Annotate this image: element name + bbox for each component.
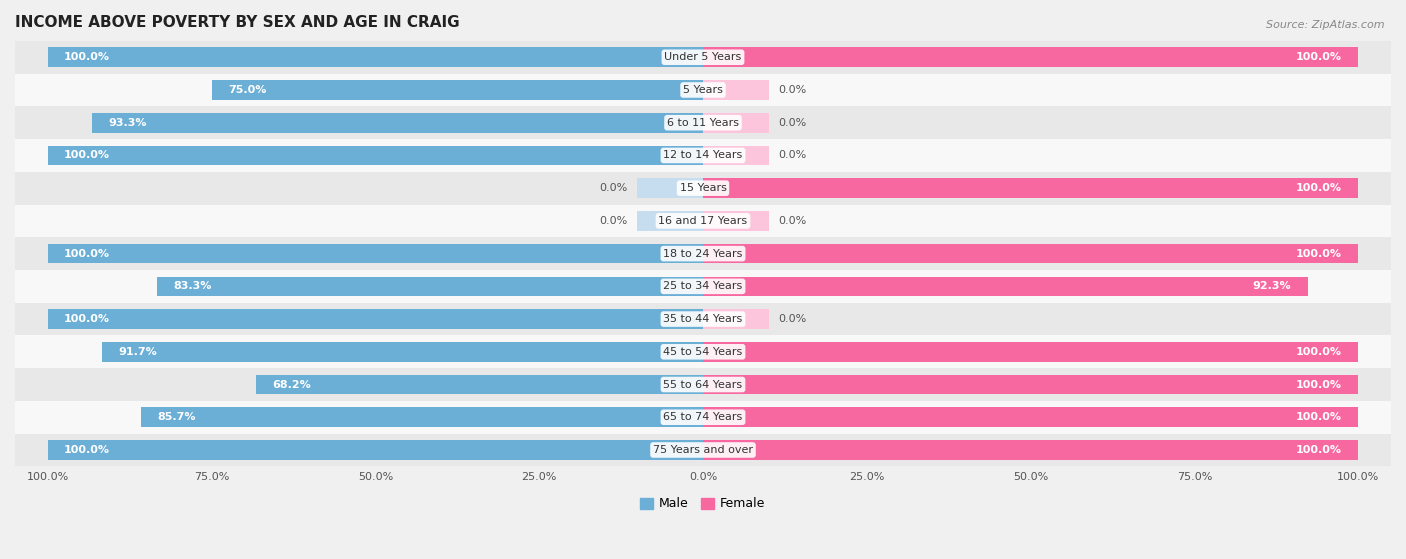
- Bar: [48, 309, 703, 329]
- Bar: [703, 408, 1358, 427]
- Bar: [15, 237, 1391, 270]
- Text: 18 to 24 Years: 18 to 24 Years: [664, 249, 742, 259]
- Text: 85.7%: 85.7%: [157, 412, 197, 422]
- Text: 0.0%: 0.0%: [599, 216, 627, 226]
- Text: 100.0%: 100.0%: [1296, 52, 1341, 62]
- Bar: [142, 408, 703, 427]
- Text: 75 Years and over: 75 Years and over: [652, 445, 754, 455]
- Bar: [15, 335, 1391, 368]
- Bar: [15, 139, 1391, 172]
- Text: 12 to 14 Years: 12 to 14 Years: [664, 150, 742, 160]
- Bar: [15, 106, 1391, 139]
- Text: 93.3%: 93.3%: [108, 118, 146, 127]
- Text: 0.0%: 0.0%: [779, 85, 807, 95]
- Text: 0.0%: 0.0%: [599, 183, 627, 193]
- Text: 68.2%: 68.2%: [273, 380, 311, 390]
- Bar: [15, 205, 1391, 237]
- Bar: [15, 434, 1391, 466]
- Text: 0.0%: 0.0%: [779, 314, 807, 324]
- Text: 0.0%: 0.0%: [779, 118, 807, 127]
- Text: 0.0%: 0.0%: [779, 216, 807, 226]
- Bar: [703, 342, 1358, 362]
- Text: 0.0%: 0.0%: [779, 150, 807, 160]
- Bar: [15, 41, 1391, 74]
- Bar: [157, 277, 703, 296]
- Text: 100.0%: 100.0%: [1296, 249, 1341, 259]
- Text: 100.0%: 100.0%: [1296, 445, 1341, 455]
- Text: 65 to 74 Years: 65 to 74 Years: [664, 412, 742, 422]
- Bar: [703, 113, 769, 132]
- Bar: [637, 178, 703, 198]
- Bar: [15, 172, 1391, 205]
- Text: Source: ZipAtlas.com: Source: ZipAtlas.com: [1267, 20, 1385, 30]
- Text: 100.0%: 100.0%: [65, 52, 110, 62]
- Bar: [91, 113, 703, 132]
- Bar: [703, 277, 1308, 296]
- Bar: [703, 211, 769, 231]
- Text: 83.3%: 83.3%: [173, 281, 212, 291]
- Bar: [703, 80, 769, 100]
- Text: 5 Years: 5 Years: [683, 85, 723, 95]
- Bar: [48, 145, 703, 165]
- Text: 100.0%: 100.0%: [65, 150, 110, 160]
- Bar: [48, 440, 703, 460]
- Text: 55 to 64 Years: 55 to 64 Years: [664, 380, 742, 390]
- Text: 16 and 17 Years: 16 and 17 Years: [658, 216, 748, 226]
- Bar: [15, 270, 1391, 303]
- Text: 100.0%: 100.0%: [1296, 347, 1341, 357]
- Text: 15 Years: 15 Years: [679, 183, 727, 193]
- Bar: [103, 342, 703, 362]
- Bar: [637, 211, 703, 231]
- Text: INCOME ABOVE POVERTY BY SEX AND AGE IN CRAIG: INCOME ABOVE POVERTY BY SEX AND AGE IN C…: [15, 15, 460, 30]
- Bar: [703, 145, 769, 165]
- Bar: [703, 178, 1358, 198]
- Text: 100.0%: 100.0%: [65, 249, 110, 259]
- Bar: [48, 48, 703, 67]
- Text: 100.0%: 100.0%: [65, 445, 110, 455]
- Bar: [15, 368, 1391, 401]
- Bar: [703, 309, 769, 329]
- Text: 100.0%: 100.0%: [1296, 412, 1341, 422]
- Bar: [15, 401, 1391, 434]
- Text: 6 to 11 Years: 6 to 11 Years: [666, 118, 740, 127]
- Bar: [703, 375, 1358, 394]
- Text: 35 to 44 Years: 35 to 44 Years: [664, 314, 742, 324]
- Text: 25 to 34 Years: 25 to 34 Years: [664, 281, 742, 291]
- Bar: [703, 48, 1358, 67]
- Text: 100.0%: 100.0%: [1296, 380, 1341, 390]
- Text: 45 to 54 Years: 45 to 54 Years: [664, 347, 742, 357]
- Bar: [703, 440, 1358, 460]
- Text: Under 5 Years: Under 5 Years: [665, 52, 741, 62]
- Bar: [15, 74, 1391, 106]
- Text: 100.0%: 100.0%: [65, 314, 110, 324]
- Bar: [256, 375, 703, 394]
- Bar: [15, 303, 1391, 335]
- Legend: Male, Female: Male, Female: [636, 492, 770, 515]
- Bar: [48, 244, 703, 263]
- Text: 91.7%: 91.7%: [118, 347, 157, 357]
- Bar: [703, 244, 1358, 263]
- Text: 92.3%: 92.3%: [1253, 281, 1291, 291]
- Text: 100.0%: 100.0%: [1296, 183, 1341, 193]
- Bar: [211, 80, 703, 100]
- Text: 75.0%: 75.0%: [228, 85, 266, 95]
